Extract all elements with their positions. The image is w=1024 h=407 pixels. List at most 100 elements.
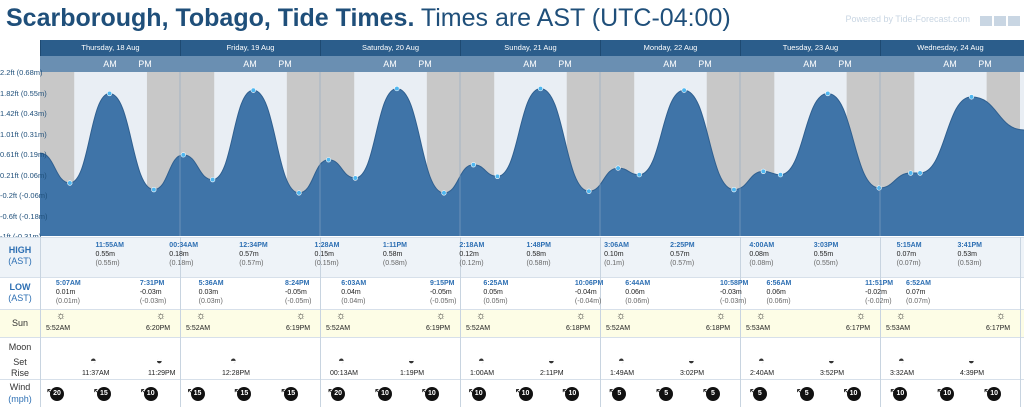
- high-tide-cell: 3:03PM 0.55m (0.55m): [814, 241, 839, 268]
- tide-time: 10:06PM: [574, 280, 604, 287]
- high-tide-cell: 12:34PM 0.57m (0.57m): [239, 241, 267, 268]
- high-tide-cell: 11:55AM 0.55m (0.55m): [96, 241, 124, 268]
- tide-point: [825, 90, 831, 97]
- high-tide-row: [0, 237, 1024, 277]
- pm-label: PM: [418, 59, 432, 69]
- moonset-icon: ◓: [338, 355, 345, 367]
- y-axis-label: 0.21ft (0.06m): [0, 170, 47, 180]
- tide-height-metric: (-0.03m): [139, 298, 167, 305]
- tide-point: [731, 187, 737, 193]
- ampm-row: AM PM AM PM AM PM AM PM AM PM AM PM AM PM: [40, 56, 1024, 72]
- moonset-time: 12:28PM: [222, 370, 251, 377]
- sunrise-time: 5:52AM: [46, 325, 71, 332]
- sunrise-time: 5:53AM: [886, 325, 911, 332]
- row-label-wind_unit[interactable]: (mph): [8, 394, 32, 404]
- sunset-icon: ☼: [576, 310, 587, 322]
- tide-height-metric: (0.1m): [604, 260, 625, 267]
- moonrise-icon: ◒: [408, 355, 415, 367]
- page-title: Scarborough, Tobago, Tide Times. Times a…: [6, 4, 731, 32]
- moonset-icon: ◓: [478, 355, 485, 367]
- tide-height: -0.05m: [285, 289, 307, 296]
- wind-speed: 10: [987, 387, 1002, 401]
- download-icon[interactable]: [994, 16, 1006, 26]
- am-label: AM: [523, 59, 537, 69]
- tide-height-metric: (0.15m): [314, 260, 339, 267]
- moonrise-time: 3:02PM: [680, 370, 705, 377]
- y-axis-label: -1ft (-0.31m): [0, 232, 41, 241]
- share-icon[interactable]: [1008, 16, 1020, 26]
- moonrise-time: 3:52PM: [820, 370, 845, 377]
- tide-height-metric: (0.06m): [766, 298, 791, 305]
- sunrise-icon: ☼: [56, 310, 67, 322]
- pm-label: PM: [558, 59, 572, 69]
- moonset-time: 00:13AM: [330, 370, 359, 377]
- tide-height: -0.03m: [719, 289, 742, 296]
- tide-time: 1:28AM: [314, 242, 340, 249]
- tide-height: 0.58m: [382, 251, 403, 258]
- low-tide-cell: 6:25AM 0.05m (0.05m): [483, 279, 508, 306]
- tide-height: 0.07m: [906, 289, 926, 296]
- sunrise-time: 5:52AM: [606, 325, 631, 332]
- tide-point: [494, 173, 501, 179]
- high-tide-cell: 3:41PM 0.53m (0.53m): [957, 241, 982, 268]
- high-tide-cell: 3:06AM 0.10m (0.1m): [604, 241, 629, 268]
- wind-speed: 5: [799, 387, 814, 401]
- y-axis-label: -0.6ft (-0.18m): [0, 211, 48, 221]
- sunset-time: 6:18PM: [566, 325, 591, 332]
- title-bar: Scarborough, Tobago, Tide Times. Times a…: [0, 0, 1024, 40]
- tide-height: 0.10m: [604, 251, 624, 258]
- tide-height: 0.03m: [198, 289, 219, 296]
- wind-speed: 10: [893, 387, 908, 401]
- sunrise-icon: ☼: [896, 310, 907, 322]
- tide-height: -0.04m: [574, 289, 597, 296]
- moonset-icon: ◓: [90, 355, 97, 367]
- tide-height-metric: (0.57m): [670, 260, 695, 267]
- tide-time: 2:18AM: [459, 242, 485, 249]
- high-tide-cell: 1:48PM 0.58m (0.58m): [527, 241, 552, 268]
- tide-time: 9:15PM: [429, 280, 455, 287]
- tide-height: 0.58m: [526, 251, 546, 258]
- sunset-time: 6:18PM: [706, 325, 731, 332]
- low-tide-cell: 8:24PM -0.05m (-0.05m): [285, 279, 311, 306]
- wind-speed: 15: [237, 387, 252, 401]
- tide-time: 5:36AM: [198, 280, 224, 287]
- low-tide-cell: 10:06PM -0.04m (-0.04m): [575, 279, 603, 306]
- tide-time: 12:34PM: [239, 242, 268, 249]
- column-divider: [880, 237, 881, 407]
- powered-by-link[interactable]: Powered by Tide-Forecast.com: [845, 14, 970, 24]
- tide-height: -0.05m: [429, 289, 452, 296]
- sunrise-icon: ☼: [756, 310, 767, 322]
- tide-height-metric: (0.55m): [95, 260, 120, 267]
- tide-height: 0.07m: [896, 251, 917, 258]
- wind-speed: 10: [940, 387, 955, 401]
- tide-time: 8:24PM: [285, 280, 310, 287]
- low-tide-cell: 11:51PM -0.02m (-0.02m): [865, 279, 893, 306]
- tide-height: 0.18m: [169, 251, 189, 258]
- tide-height-metric: (0.18m): [169, 260, 194, 267]
- sunrise-icon: ☼: [616, 310, 627, 322]
- day-header: Thursday, 18 Aug: [40, 40, 180, 56]
- tide-height: 0.01m: [55, 289, 76, 296]
- am-label: AM: [103, 59, 117, 69]
- y-axis-label: 2.2ft (0.68m): [0, 68, 43, 77]
- tide-point: [325, 157, 332, 163]
- tide-height: 0.06m: [766, 289, 786, 296]
- tide-point: [441, 190, 447, 196]
- wind-speed: 20: [50, 387, 64, 401]
- column-divider: [40, 237, 41, 407]
- tide-height: 0.53m: [957, 251, 977, 258]
- tide-height-metric: (0.58m): [526, 260, 551, 267]
- row-label-set: Set: [13, 357, 27, 367]
- print-icon[interactable]: [980, 16, 992, 26]
- tide-point: [908, 170, 914, 176]
- tide-height-metric: (0.04m): [341, 298, 366, 305]
- moon-row: [0, 337, 1024, 379]
- tide-time: 1:48PM: [526, 242, 552, 249]
- tide-height-metric: (0.08m): [749, 260, 774, 267]
- sunset-icon: ☼: [156, 310, 167, 322]
- day-header: Tuesday, 23 Aug: [740, 40, 880, 56]
- moonset-icon: ◓: [618, 355, 625, 367]
- tide-height-metric: (0.03m): [198, 298, 223, 305]
- tide-point: [586, 188, 592, 194]
- moonset-time: 1:00AM: [470, 370, 495, 377]
